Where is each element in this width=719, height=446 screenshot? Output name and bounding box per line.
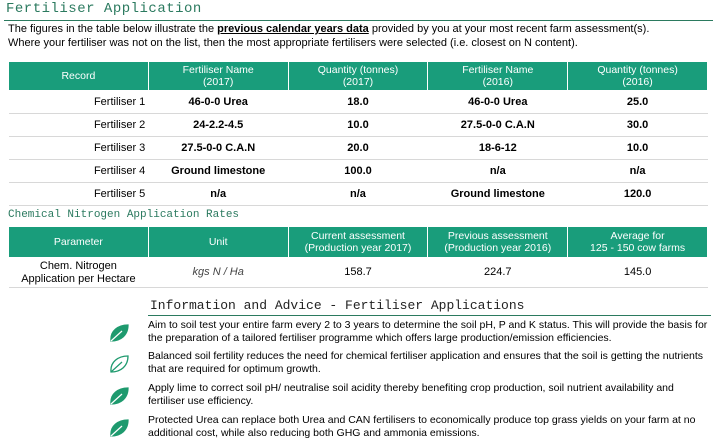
- table-row: Fertiliser 5 n/a n/a Ground limestone 120.0: [8, 182, 708, 206]
- table-row: Fertiliser 1 46-0-0 Urea 18.0 46-0-0 Urea 25…: [8, 90, 708, 114]
- table-cell: Fertiliser 2: [8, 113, 149, 137]
- leaf-icon: [110, 387, 129, 405]
- advice-text: Balanced soil fertility reduces the need…: [148, 350, 704, 375]
- page-title: Fertiliser Application: [6, 1, 202, 17]
- table-cell: n/a: [567, 159, 708, 183]
- table-cell: Fertiliser 5: [8, 182, 149, 206]
- table-cell: 100.0: [288, 159, 428, 183]
- table-cell: 145.0: [567, 257, 708, 288]
- table-cell: 224.7: [427, 257, 568, 288]
- table-cell: 24-2.2-4.5: [148, 113, 289, 137]
- table-row: Fertiliser 4 Ground limestone 100.0 n/a n/a: [8, 159, 708, 183]
- intro-emphasis: previous calendar years data: [217, 23, 369, 35]
- table-cell: 46-0-0 Urea: [427, 90, 568, 114]
- intro-text: Where your fertiliser was not on the lis…: [8, 37, 578, 49]
- icon: [108, 418, 130, 443]
- icon: [108, 323, 130, 348]
- table-cell: 46-0-0 Urea: [148, 90, 289, 114]
- table-cell: 158.7: [288, 257, 428, 288]
- section-title: Information and Advice - Fertiliser Appl…: [150, 298, 525, 313]
- column-header: Fertiliser Name (2016): [427, 61, 569, 91]
- title-rule: [148, 315, 711, 316]
- column-header: Current assessment (Production year 2017…: [287, 226, 429, 258]
- table-cell: 18.0: [288, 90, 428, 114]
- table-cell: Ground limestone: [427, 182, 568, 206]
- column-header: Quantity (tonnes) (2016): [567, 61, 708, 91]
- table-cell: 27.5-0-0 C.A.N: [427, 113, 568, 137]
- table-cell: 25.0: [567, 90, 708, 114]
- leaf-icon: [110, 324, 129, 342]
- table-cell: Chem. Nitrogen Application per Hectare: [8, 257, 149, 288]
- table-cell: Fertiliser 4: [8, 159, 149, 183]
- table-row: Chem. Nitrogen Application per Hectare kg…: [8, 257, 708, 288]
- table-cell: n/a: [427, 159, 568, 183]
- intro: The figures in the table below illustrat…: [8, 22, 649, 50]
- nitrogen-table: Parameter Unit Current assessment (Product…: [8, 226, 708, 288]
- table-cell: Fertiliser 1: [8, 90, 149, 114]
- icon: [108, 386, 130, 411]
- intro-text: provided by you at your most recent farm…: [368, 23, 650, 35]
- section-title: Chemical Nitrogen Application Rates: [8, 209, 240, 221]
- column-header: Unit: [147, 226, 289, 258]
- table-cell: 10.0: [288, 113, 428, 137]
- column-header: Parameter: [8, 226, 149, 258]
- column-header: Fertiliser Name (2017): [147, 61, 289, 91]
- advice-text: Protected Urea can replace both Urea and…: [148, 414, 696, 439]
- table-cell: 18-6-12: [427, 136, 568, 160]
- table-cell: 30.0: [567, 113, 708, 137]
- table-cell: n/a: [288, 182, 428, 206]
- intro-text: The figures in the table below illustrat…: [8, 23, 218, 35]
- column-header: Average for 125 - 150 cow farms: [567, 226, 708, 258]
- table-cell: n/a: [148, 182, 289, 206]
- table-cell: 10.0: [567, 136, 708, 160]
- column-header: Previous assessment (Production year 201…: [427, 226, 569, 258]
- table-cell: 20.0: [288, 136, 428, 160]
- advice-text: Aim to soil test your entire farm every …: [148, 319, 708, 344]
- table-cell: 27.5-0-0 C.A.N: [148, 136, 289, 160]
- table-row: Fertiliser 3 27.5-0-0 C.A.N 20.0 18-6-12 10.…: [8, 136, 708, 160]
- header-row: Record Fertiliser Name (2017) Quantity (to…: [8, 61, 708, 91]
- table-row: Fertiliser 2 24-2.2-4.5 10.0 27.5-0-0 C.A.N…: [8, 113, 708, 137]
- column-header: Record: [8, 61, 149, 91]
- icon: [108, 354, 130, 379]
- leaf-icon: [110, 355, 129, 373]
- title-rule: [4, 20, 713, 21]
- table-cell: kgs N / Ha: [148, 257, 289, 288]
- table-cell: 120.0: [567, 182, 708, 206]
- table-cell: Fertiliser 3: [8, 136, 149, 160]
- table-cell: Ground limestone: [148, 159, 289, 183]
- column-header: Quantity (tonnes) (2017): [287, 61, 429, 91]
- header-row: Parameter Unit Current assessment (Product…: [8, 226, 708, 258]
- advice-text: Apply lime to correct soil pH/ neutralis…: [148, 382, 674, 407]
- fertiliser-table: Record Fertiliser Name (2017) Quantity (to…: [8, 61, 708, 206]
- leaf-icon: [110, 419, 129, 437]
